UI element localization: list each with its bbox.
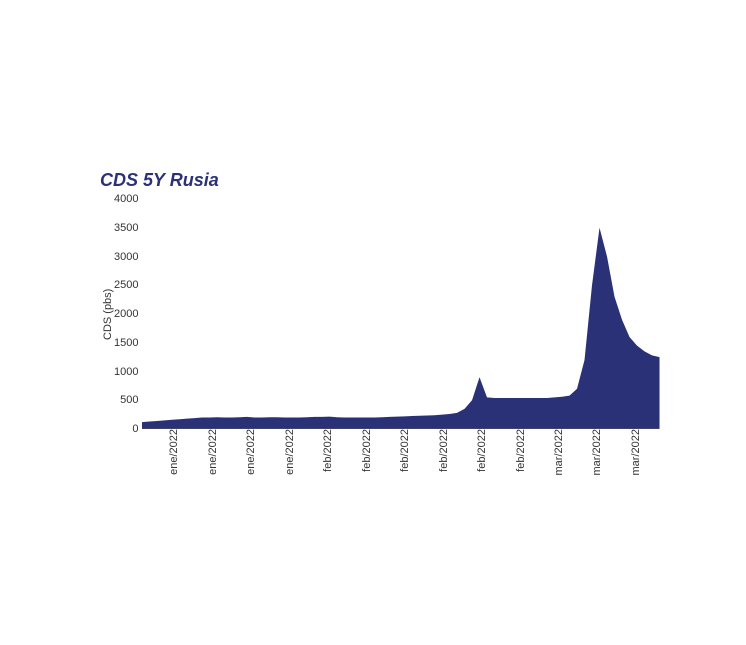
cds-chart: CDS 5Y Rusia CDS (pbs) 40003500300025002…	[100, 170, 660, 478]
x-tick: feb/2022	[373, 429, 411, 478]
area-series	[142, 228, 660, 429]
x-tick: ene/2022	[219, 429, 257, 478]
x-tick: mar/2022	[565, 429, 603, 478]
x-tick: ene/2022	[142, 429, 180, 478]
x-tick: feb/2022	[296, 429, 334, 478]
x-tick: mar/2022	[603, 429, 641, 478]
plot-area	[142, 199, 660, 429]
x-tick: mar/2022	[527, 429, 565, 478]
x-tick: feb/2022	[450, 429, 488, 478]
plot-row: CDS (pbs) 400035003000250020001500100050…	[100, 199, 660, 429]
x-tick: ene/2022	[180, 429, 218, 478]
chart-title: CDS 5Y Rusia	[100, 170, 660, 191]
y-axis-label: CDS (pbs)	[100, 199, 114, 429]
x-tick: ene/2022	[257, 429, 295, 478]
x-tick: feb/2022	[411, 429, 449, 478]
y-axis-ticks: 40003500300025002000150010005000	[114, 199, 142, 429]
x-axis-ticks: ene/2022ene/2022ene/2022ene/2022feb/2022…	[142, 429, 642, 478]
area-svg	[142, 199, 660, 429]
x-tick: feb/2022	[334, 429, 372, 478]
x-tick: feb/2022	[488, 429, 526, 478]
